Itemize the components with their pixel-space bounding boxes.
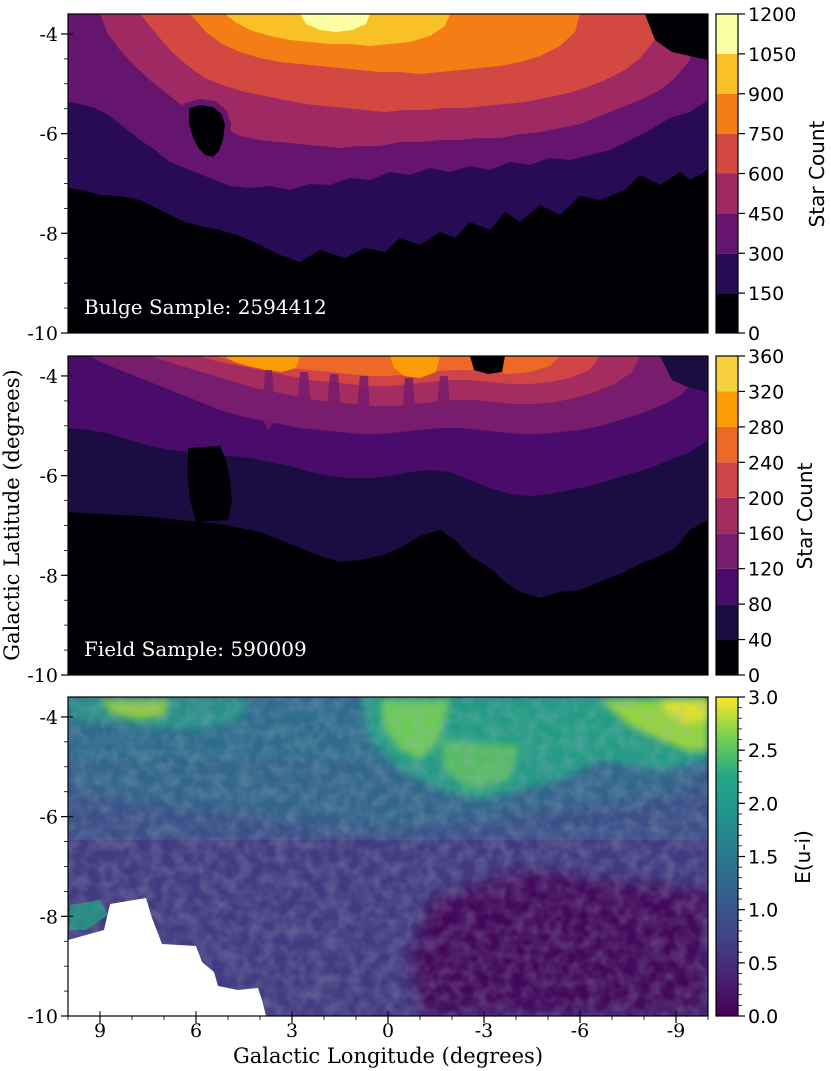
y-tick-label: -6: [39, 466, 58, 488]
x-tick-label: 3: [286, 1020, 298, 1042]
colorbar-band: [716, 14, 738, 54]
colorbar-tick-label: 2.0: [748, 793, 778, 815]
y-tick-label: -4: [39, 366, 58, 388]
colorbar-tick-label: 600: [748, 164, 784, 186]
colorbar-band: [716, 173, 738, 214]
reddening-yaxis: -4 -6 -8 -10: [27, 707, 73, 1028]
colorbar-band: [716, 604, 738, 640]
colorbar-tick-label: 0.0: [748, 1006, 778, 1028]
y-tick-label: -10: [27, 1006, 58, 1028]
colorbar-tick-label: 160: [748, 523, 784, 545]
colorbar-band: [716, 639, 738, 675]
y-tick-label: -10: [27, 323, 58, 345]
y-tick-label: -4: [39, 24, 58, 46]
y-tick-label: -4: [39, 707, 58, 729]
reddening-colorbar-gradient: [716, 697, 738, 1016]
shared-y-axis-label: Galactic Latitude (degrees): [0, 369, 24, 660]
x-tick-label: -9: [667, 1020, 686, 1042]
bulge-contour-map: [68, 14, 708, 333]
colorbar-band: [716, 253, 738, 294]
colorbar-band: [716, 93, 738, 134]
field-top-notch-right: [660, 356, 708, 392]
bulge-level-1050: [300, 14, 370, 32]
colorbar-tick-label: 1200: [748, 4, 796, 26]
no-data-region: [68, 898, 266, 1016]
bulge-yaxis: -4 -6 -8 -10: [27, 24, 73, 345]
colorbar-frame: [715, 355, 739, 676]
y-tick-label: -10: [27, 665, 58, 687]
colorbar-tick-label: 1.5: [748, 847, 778, 869]
colorbar-tick-label: 40: [748, 630, 772, 652]
colorbar-tick-label: 80: [748, 594, 772, 616]
colorbar-tick-label: 3.0: [748, 687, 778, 709]
field-sample-annotation: Field Sample: 590009: [84, 637, 307, 661]
x-tick-label: 6: [190, 1020, 202, 1042]
colorbar-tick-label: 120: [748, 559, 784, 581]
y-tick-label: -8: [39, 906, 58, 928]
colorbar-tick-label: 1050: [748, 44, 796, 66]
colorbar-tick-label: 0: [748, 323, 760, 345]
colorbar-band: [716, 533, 738, 569]
colorbar-tick-label: 150: [748, 283, 784, 305]
bulge-axes-frame: [67, 13, 709, 334]
y-tick-label: -6: [39, 807, 58, 829]
x-tick-label: -3: [475, 1020, 494, 1042]
reddening-colorbar-ticks: 0.0 0.5 1.0 1.5 2.0 2.5 3.0: [738, 687, 778, 1028]
panel-reddening: -4 -6 -8 -10 9 6 3 0 -3 -6 -9 0.0 0.5 1.0 1.5 2.0 2.5 3…: [27, 687, 815, 1042]
colorbar-tick-label: 240: [748, 452, 784, 474]
panel-bulge: -4 -6 -8 -10 Bulge Sample: 2594412 0 150 300 4…: [27, 4, 829, 345]
field-low-density-hole: [188, 446, 232, 522]
bulge-colorbar-label: Star Count: [805, 120, 829, 227]
colorbar-band: [716, 356, 738, 392]
field-colorbar: 0 40 80 120 160 200 240 280 320 360: [715, 346, 784, 687]
colorbar-band: [716, 213, 738, 254]
field-streaks: [262, 370, 450, 432]
colorbar-band: [716, 426, 738, 463]
field-level-280: [225, 356, 440, 378]
colorbar-band: [716, 293, 738, 333]
x-tick-label: 9: [94, 1020, 106, 1042]
reddening-left-blob: [70, 900, 108, 930]
colorbar-band: [716, 497, 738, 534]
colorbar-band: [716, 462, 738, 498]
colorbar-tick-label: 2.5: [748, 740, 778, 762]
colorbar-tick-label: 0.5: [748, 953, 778, 975]
panel-field: -4 -6 -8 -10 Field Sample: 590009 0 40 80 120 1…: [27, 346, 817, 687]
colorbar-tick-label: 450: [748, 203, 784, 225]
reddening-colorbar-label: E(u-i): [791, 830, 815, 884]
y-tick-label: -6: [39, 124, 58, 146]
colorbar-tick-label: 0: [748, 665, 760, 687]
reddening-xaxis: 9 6 3 0 -3 -6 -9: [67, 1011, 709, 1042]
y-tick-label: -8: [39, 223, 58, 245]
field-colorbar-label: Star Count: [793, 462, 817, 569]
colorbar-tick-label: 300: [748, 243, 784, 265]
bulge-colorbar: 0 150 300 450 600 750 900 1050 1200: [715, 4, 796, 345]
bulge-top-notch: [645, 14, 708, 60]
colorbar-band: [716, 391, 738, 427]
colorbar-tick-label: 360: [748, 346, 784, 368]
colorbar-tick-label: 320: [748, 381, 784, 403]
colorbar-band: [716, 568, 738, 605]
reddening-map: [68, 697, 708, 1016]
colorbar-tick-label: 900: [748, 84, 784, 106]
colorbar-band: [716, 133, 738, 174]
bulge-hole-rim: [183, 98, 232, 164]
field-yaxis: -4 -6 -8 -10: [27, 366, 73, 687]
colorbar-tick-label: 280: [748, 417, 784, 439]
colorbar-tick-label: 750: [748, 124, 784, 146]
colorbar-tick-label: 1.0: [748, 900, 778, 922]
bulge-sample-annotation: Bulge Sample: 2594412: [84, 295, 327, 319]
field-axes-frame: [67, 355, 709, 676]
x-tick-label: -6: [571, 1020, 590, 1042]
colorbar-band: [716, 53, 738, 94]
field-top-notch: [470, 356, 505, 374]
colorbar-tick-label: 200: [748, 488, 784, 510]
field-contour-map: [68, 356, 708, 675]
shared-x-axis-label: Galactic Longitude (degrees): [233, 1044, 543, 1068]
y-tick-label: -8: [39, 565, 58, 587]
bulge-right-notch: [692, 100, 708, 140]
x-tick-label: 0: [382, 1020, 394, 1042]
